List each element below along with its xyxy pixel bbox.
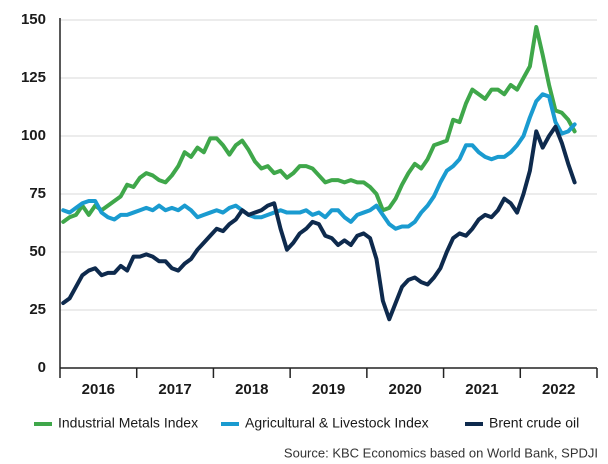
- legend-label: Brent crude oil: [489, 415, 579, 431]
- x-tick-label: 2022: [542, 381, 575, 398]
- y-tick-label: 150: [21, 11, 46, 28]
- x-tick-label: 2018: [235, 381, 268, 398]
- x-tick-label: 2019: [312, 381, 345, 398]
- source: Source: KBC Economics based on World Ban…: [284, 445, 598, 460]
- x-tick-label: 2016: [82, 381, 115, 398]
- y-tick-label: 0: [38, 359, 46, 376]
- series-line: [61, 24, 577, 224]
- series-line: [61, 92, 577, 231]
- x-tick-label: 2020: [389, 381, 422, 398]
- series-line: [61, 124, 577, 322]
- y-tick-label: 50: [29, 243, 46, 260]
- y-tick-label: 75: [29, 185, 46, 202]
- legend-label: Industrial Metals Index: [58, 415, 198, 431]
- y-tick-label: 25: [29, 301, 46, 318]
- x-tick-label: 2021: [465, 381, 498, 398]
- x-tick-label: 2017: [158, 381, 191, 398]
- y-tick-label: 100: [21, 127, 46, 144]
- y-tick-label: 125: [21, 69, 46, 86]
- legend-label: Agricultural & Livestock Index: [245, 415, 429, 431]
